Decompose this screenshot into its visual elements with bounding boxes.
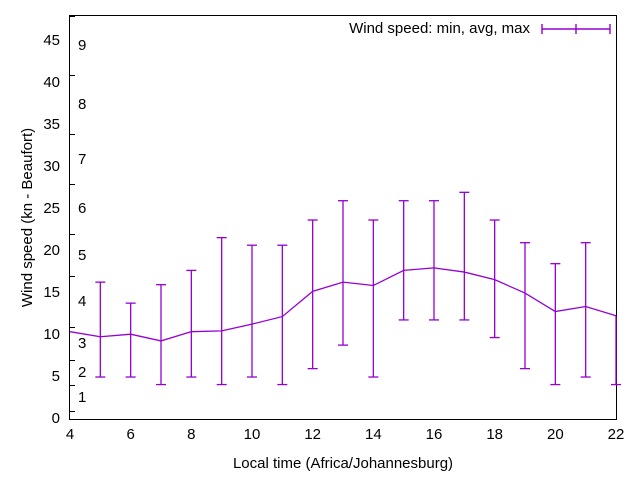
beaufort-tick-mark — [69, 234, 75, 236]
beaufort-tick-label: 4 — [78, 293, 87, 311]
beaufort-tick-mark — [69, 133, 75, 135]
beaufort-tick-label: 8 — [78, 95, 87, 113]
beaufort-tick-mark — [69, 276, 75, 278]
y-tick-label: 45 — [43, 32, 60, 50]
y-tick-label: 35 — [43, 116, 60, 134]
legend-label: Wind speed: min, avg, max — [349, 20, 530, 37]
beaufort-tick-mark — [69, 326, 75, 328]
y-tick-label: 30 — [43, 158, 60, 176]
beaufort-tick-label: 3 — [78, 335, 87, 353]
beaufort-tick-mark — [69, 360, 75, 362]
plot-inner — [69, 16, 621, 419]
beaufort-tick-mark — [69, 410, 75, 412]
x-tick-label: 10 — [243, 426, 261, 443]
y-tick-label: 20 — [43, 242, 60, 260]
beaufort-tick-mark — [69, 385, 75, 387]
y-tick-label: 5 — [51, 368, 60, 386]
y-tick-label: 40 — [43, 74, 60, 92]
series-group — [69, 191, 621, 386]
beaufort-tick-label: 7 — [78, 150, 87, 168]
x-tick-label: 12 — [304, 426, 321, 443]
beaufort-tick-label: 9 — [78, 37, 87, 55]
beaufort-tick-label: 5 — [78, 247, 87, 265]
average-line — [69, 267, 617, 342]
beaufort-tick-mark — [69, 183, 75, 185]
x-tick-label: 20 — [546, 426, 564, 443]
beaufort-tick-mark — [69, 16, 75, 17]
x-tick-label: 4 — [65, 426, 75, 443]
x-tick-label: 22 — [607, 426, 625, 443]
y-tick-label: 25 — [43, 200, 60, 218]
y-tick-label: 0 — [51, 410, 60, 427]
beaufort-tick-mark — [69, 74, 75, 76]
beaufort-tick-label: 1 — [78, 389, 87, 406]
x-tick-label: 8 — [187, 426, 196, 443]
x-tick-label: 18 — [486, 426, 503, 443]
plot-area — [69, 15, 621, 420]
x-axis-title: Local time (Africa/Johannesburg) — [232, 455, 454, 472]
chart-legend: Wind speed: min, avg, max — [349, 20, 612, 37]
beaufort-tick-label: 2 — [78, 363, 87, 381]
x-tick-label: 16 — [425, 426, 443, 443]
legend-errorbar-icon — [541, 23, 611, 34]
beaufort-tick-label: 6 — [78, 200, 87, 218]
y-tick-label: 10 — [43, 326, 60, 344]
x-tick-label: 14 — [364, 426, 382, 443]
x-tick-label: 6 — [126, 426, 135, 443]
wind-speed-series — [69, 191, 621, 386]
y-tick-label: 15 — [43, 284, 60, 302]
